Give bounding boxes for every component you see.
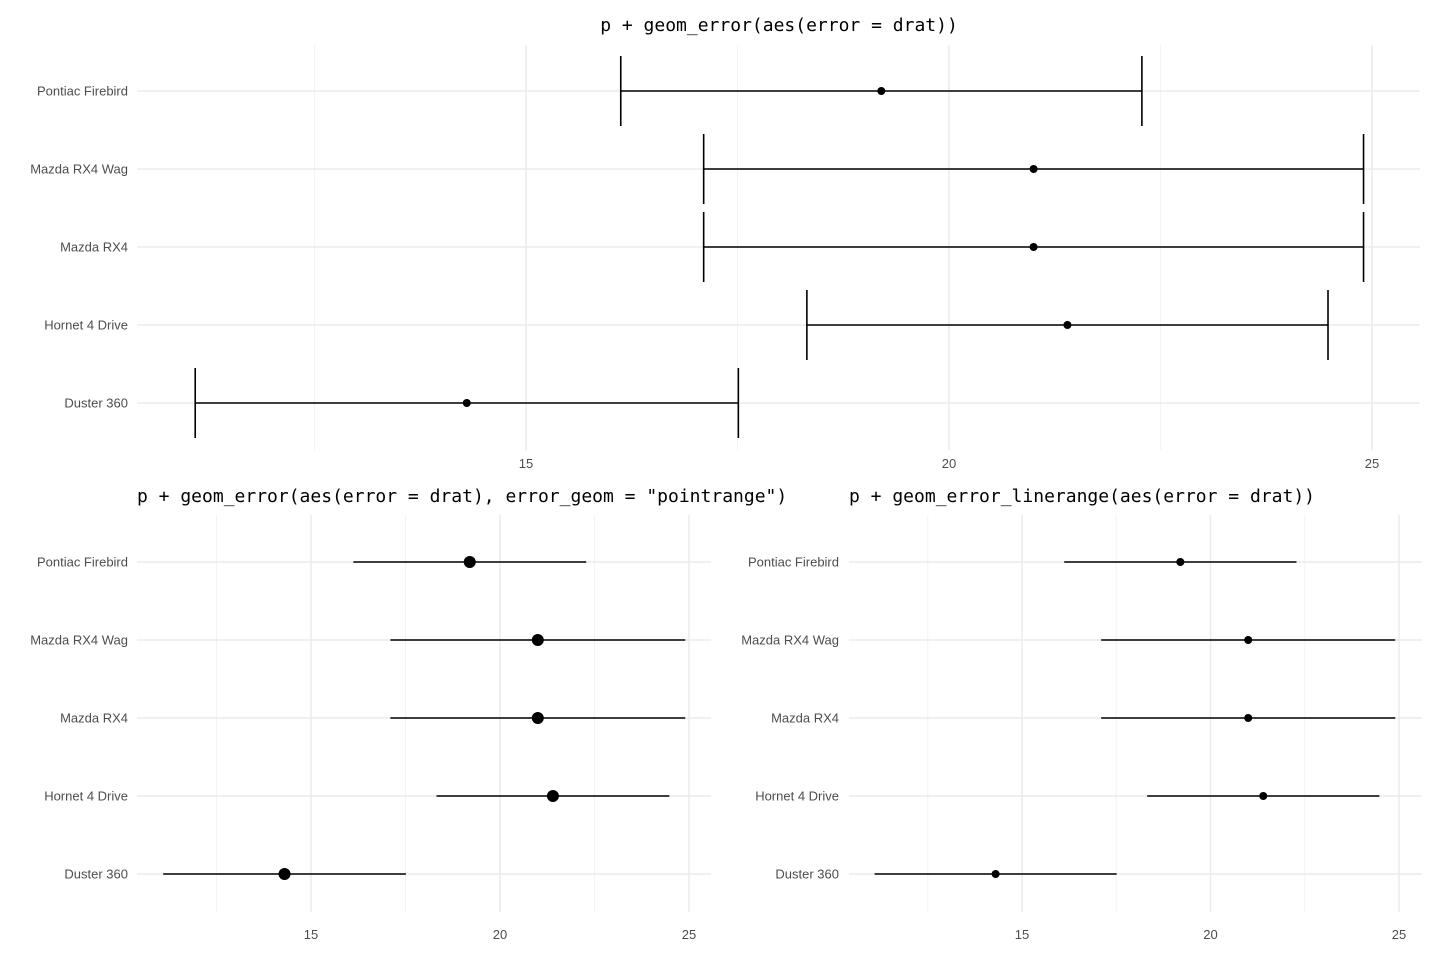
y-tick-label: Hornet 4 Drive: [755, 789, 839, 804]
panel-title: p + geom_error(aes(error = drat), error_…: [137, 486, 787, 507]
panel-linerange: p + geom_error_linerange(aes(error = dra…: [741, 486, 1422, 942]
x-tick-label: 25: [1392, 927, 1406, 942]
y-tick-label: Mazda RX4 Wag: [741, 633, 839, 648]
data-point: [1063, 321, 1072, 329]
panel-errorbar: p + geom_error(aes(error = drat)) 15 20 25 D…: [30, 15, 1420, 471]
y-tick-label: Mazda RX4: [60, 711, 128, 726]
data-point: [546, 790, 559, 802]
y-tick-label: Mazda RX4 Wag: [30, 633, 128, 648]
data-point: [531, 634, 544, 646]
panel-title: p + geom_error_linerange(aes(error = dra…: [849, 486, 1315, 507]
y-tick-label: Pontiac Firebird: [37, 555, 128, 570]
data-point: [1259, 792, 1268, 800]
data-point: [1029, 165, 1038, 173]
data-point: [278, 868, 291, 880]
y-tick-label: Hornet 4 Drive: [44, 318, 128, 333]
data-point: [1244, 714, 1253, 722]
y-tick-label: Duster 360: [64, 867, 128, 882]
y-tick-label: Mazda RX4: [60, 240, 128, 255]
data-point: [1176, 558, 1185, 566]
y-tick-label: Mazda RX4: [771, 711, 839, 726]
y-tick-label: Duster 360: [775, 867, 839, 882]
x-tick-label: 15: [519, 456, 533, 471]
data-point: [1029, 243, 1038, 251]
data-point: [877, 87, 886, 95]
data-point: [531, 712, 544, 724]
data-point: [1244, 636, 1253, 644]
panel-title: p + geom_error(aes(error = drat)): [600, 15, 958, 36]
x-tick-label: 20: [1203, 927, 1217, 942]
x-tick-label: 15: [304, 927, 318, 942]
data-point: [462, 399, 471, 407]
x-tick-label: 25: [1365, 456, 1379, 471]
panel-pointrange: p + geom_error(aes(error = drat), error_…: [30, 486, 787, 942]
x-tick-label: 25: [682, 927, 696, 942]
x-tick-label: 20: [942, 456, 956, 471]
y-tick-label: Mazda RX4 Wag: [30, 162, 128, 177]
y-tick-label: Hornet 4 Drive: [44, 789, 128, 804]
y-tick-label: Duster 360: [64, 396, 128, 411]
y-tick-label: Pontiac Firebird: [748, 555, 839, 570]
x-tick-label: 20: [493, 927, 507, 942]
x-tick-label: 15: [1015, 927, 1029, 942]
y-tick-label: Pontiac Firebird: [37, 84, 128, 99]
data-point: [463, 556, 476, 568]
data-point: [991, 870, 1000, 878]
